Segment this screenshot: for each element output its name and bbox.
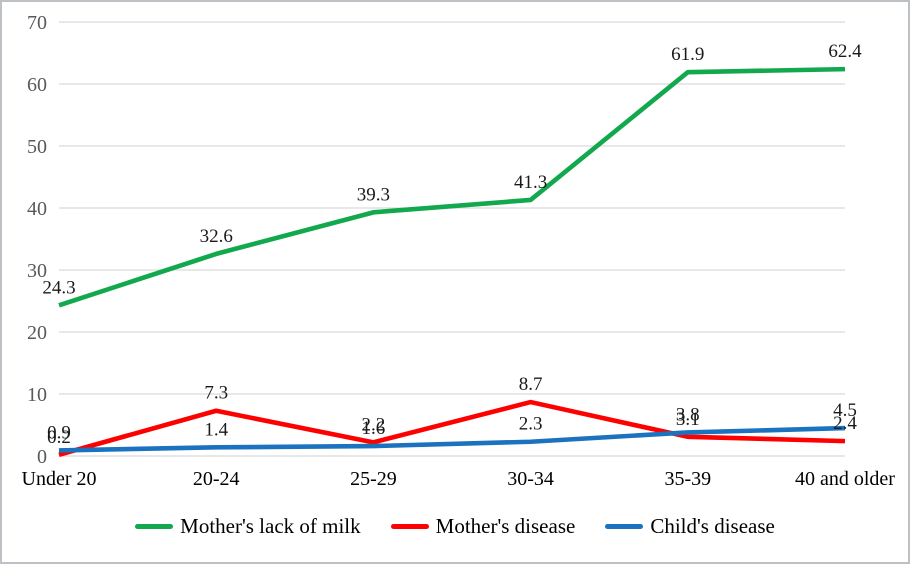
series-line-mother-s-lack-of-milk: [58, 66, 846, 308]
series-line-child-s-disease: [58, 425, 846, 453]
data-label: 0.2: [47, 427, 71, 448]
legend-label: Mother's disease: [435, 514, 576, 538]
data-label: 32.6: [200, 226, 233, 247]
data-label: 39.3: [357, 184, 390, 205]
line-chart: 0 10 20 30 40 50 60 70 24.3 32.6 39.3 41.3 61.9 62.4…: [22, 12, 896, 490]
y-axis-tick-label: 50: [27, 136, 47, 158]
gridlines-group: [59, 21, 845, 457]
data-label: 8.7: [519, 374, 543, 395]
x-axis-label: Under 20: [22, 468, 97, 490]
data-labels-group: 24.3 32.6 39.3 41.3 61.9 62.4 0.2 7.3 2.2 8.7 3.1 2…: [42, 41, 862, 448]
data-label: 2.4: [833, 413, 857, 434]
y-axis-tick-label: 10: [27, 384, 47, 406]
legend-line-swatch: [605, 524, 644, 529]
data-label: 4.5: [833, 400, 857, 421]
x-axis-label: 40 and older: [795, 468, 895, 490]
x-axis-label: 25-29: [350, 468, 397, 490]
legend-item-mother-s-disease: Mother's disease: [390, 514, 576, 538]
data-label: 24.3: [42, 277, 75, 298]
y-axis-tick-label: 20: [27, 322, 47, 344]
data-label: 61.9: [671, 44, 704, 65]
y-axis-tick-label: 30: [27, 260, 47, 282]
data-label: 1.6: [362, 418, 386, 439]
legend-item-mother-s-lack-of-milk: Mother's lack of milk: [135, 516, 361, 537]
y-axis-tick-label: 60: [27, 74, 47, 96]
chart-legend: Mother's lack of milk Mother's disease Chi…: [2, 516, 908, 537]
y-axis-tick-label: 70: [27, 12, 47, 34]
legend-line-swatch: [135, 524, 174, 529]
x-axis-label: 35-39: [664, 468, 711, 490]
x-axis-labels-group: Under 20 20-24 25-29 30-34 35-39 40 and older: [22, 468, 896, 490]
legend-item-child-s-disease: Child's disease: [605, 516, 775, 537]
data-label: 41.3: [514, 172, 547, 193]
data-label: 62.4: [828, 41, 862, 62]
data-label: 2.2: [362, 414, 386, 435]
data-label: 2.3: [519, 414, 543, 435]
y-axis-tick-label: 40: [27, 198, 47, 220]
y-axis-labels-group: 0 10 20 30 40 50 60 70: [27, 12, 47, 468]
x-axis-label: 20-24: [193, 468, 240, 490]
legend-label: Child's disease: [650, 514, 775, 538]
series-lines-group: [58, 66, 846, 457]
x-axis-label: 30-34: [507, 468, 554, 490]
series-line-mother-s-disease: [58, 399, 846, 457]
legend-line-swatch: [390, 524, 429, 529]
legend-label: Mother's lack of milk: [180, 514, 361, 538]
y-axis-tick-label: 0: [37, 446, 47, 468]
data-label: 0.9: [47, 422, 71, 443]
data-label: 3.1: [676, 409, 700, 430]
data-label: 3.8: [676, 404, 700, 425]
data-label: 7.3: [204, 383, 228, 404]
data-label: 1.4: [204, 419, 228, 440]
